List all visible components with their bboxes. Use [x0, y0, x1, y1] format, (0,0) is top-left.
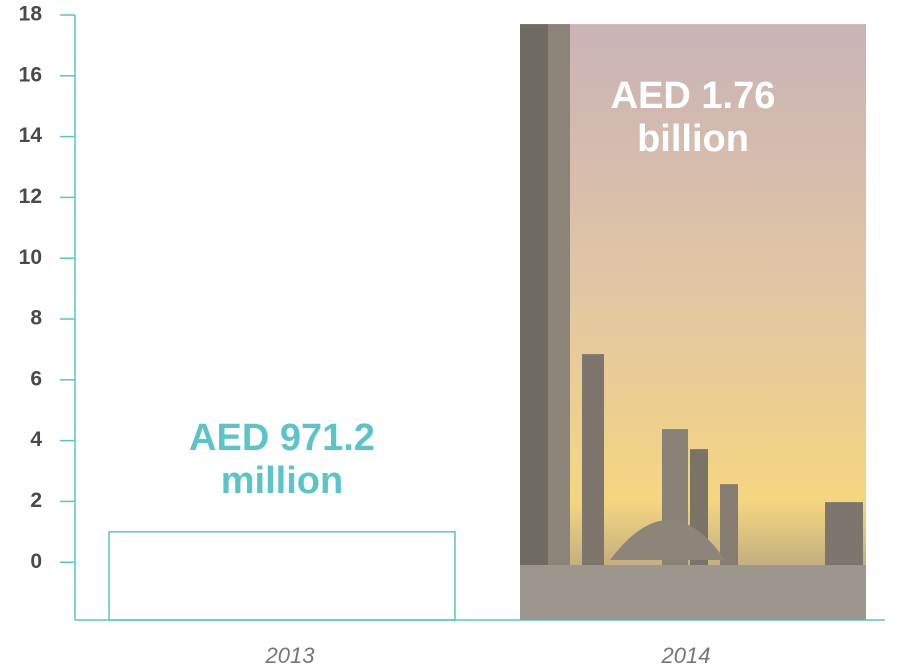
y-tick-label: 14 — [19, 124, 43, 147]
bar-annotation: million — [221, 460, 343, 502]
y-tick-label: 2 — [30, 489, 42, 512]
bar-photo — [520, 24, 866, 620]
bar — [108, 531, 456, 621]
x-tick-label: 2014 — [661, 643, 711, 668]
y-tick-label: 0 — [30, 550, 42, 573]
y-tick-label: 12 — [19, 185, 42, 208]
tracks — [520, 565, 866, 620]
building — [520, 24, 548, 620]
bar-annotation: AED 971.2 — [189, 417, 375, 459]
bar-annotation: billion — [637, 118, 749, 160]
bar-annotation: AED 1.76 — [611, 75, 776, 117]
building — [548, 24, 570, 620]
y-tick-label: 18 — [19, 3, 43, 26]
building — [582, 354, 604, 615]
y-tick-label: 10 — [19, 246, 42, 269]
y-tick-label: 8 — [30, 307, 42, 330]
y-tick-label: 6 — [30, 367, 42, 390]
metro-dome — [610, 520, 725, 560]
x-tick-label: 2013 — [265, 643, 316, 668]
y-tick-label: 16 — [19, 63, 42, 86]
y-tick-label: 4 — [30, 428, 42, 451]
